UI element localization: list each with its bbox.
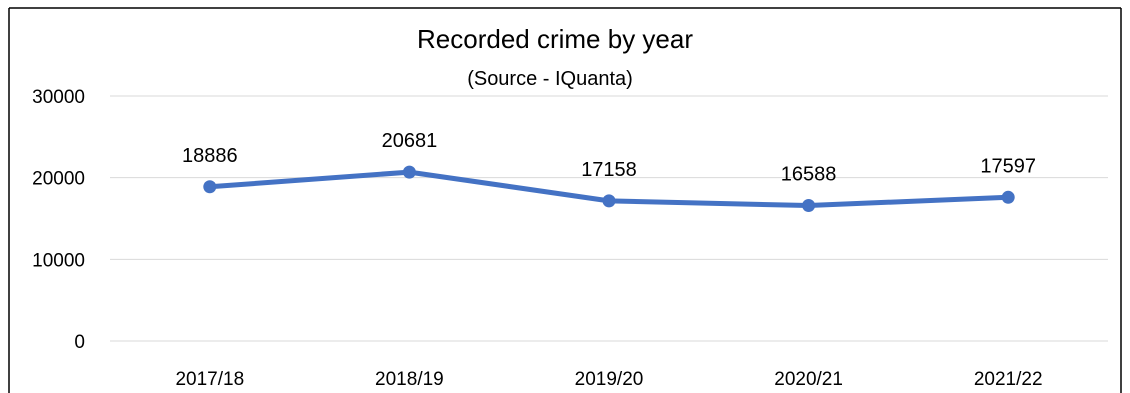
data-label: 17597: [980, 155, 1036, 177]
gridlines: [110, 96, 1108, 341]
chart-subtitle: (Source - IQuanta): [467, 68, 633, 90]
x-tick-label: 2017/18: [175, 369, 244, 390]
data-label: 16588: [781, 164, 837, 186]
data-label: 20681: [382, 130, 438, 152]
data-label: 18886: [182, 145, 238, 167]
y-axis-ticks: 0 10000 20000 30000: [32, 87, 85, 353]
data-label: 17158: [581, 159, 637, 181]
y-tick-label: 30000: [32, 87, 85, 108]
y-tick-label: 10000: [32, 250, 85, 271]
x-tick-label: 2018/19: [375, 369, 444, 390]
data-point: [603, 194, 616, 207]
data-point: [1002, 191, 1015, 204]
chart-title: Recorded crime by year: [417, 24, 693, 54]
y-tick-label: 0: [74, 332, 85, 353]
x-tick-label: 2020/21: [774, 369, 843, 390]
x-tick-label: 2021/22: [974, 369, 1043, 390]
data-point: [203, 180, 216, 193]
x-tick-label: 2019/20: [575, 369, 644, 390]
data-point: [802, 199, 815, 212]
x-axis-ticks: 2017/18 2018/19 2019/20 2020/21 2021/22: [175, 369, 1042, 390]
data-point: [403, 166, 416, 179]
y-tick-label: 20000: [32, 169, 85, 190]
